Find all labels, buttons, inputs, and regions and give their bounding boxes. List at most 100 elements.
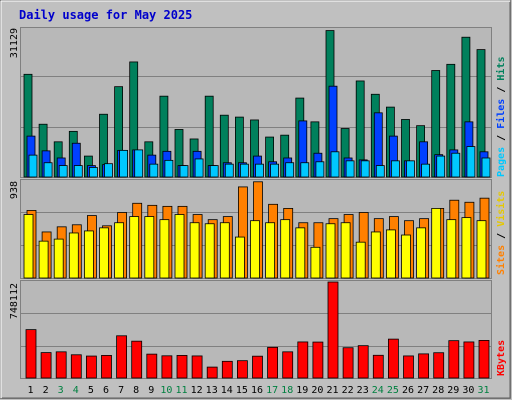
day-label: 12 [191,385,203,396]
pages-bar [58,165,68,178]
pages-bar [375,165,385,178]
pages-bar [436,155,446,178]
kbytes-bar [25,329,37,379]
pages-bar [270,163,280,178]
kbytes-bar [86,355,97,379]
kbytes-bar [357,345,369,379]
day-label: 10 [160,385,172,396]
day-label: 8 [133,385,139,396]
kbytes-bar [282,351,294,379]
legend-kbytes: KBytes [496,340,507,376]
kbytes-bar [146,353,158,379]
kbytes-bar [267,346,279,379]
hits-bar [204,95,214,178]
visits-bar [340,222,351,279]
pages-bar [451,152,461,178]
visits-bar [416,227,427,279]
day-label: 14 [221,385,233,396]
day-label: 6 [103,385,109,396]
bars-layer [23,30,491,379]
kbytes-bar [236,360,248,379]
pages-bar [421,163,431,178]
day-label: 27 [417,385,429,396]
kbytes-bar [297,341,309,379]
pages-bar [194,158,204,178]
legend-pages: Pages [496,147,507,177]
day-label: 7 [118,385,124,396]
day-label: 30 [462,385,474,396]
day-label: 9 [148,385,154,396]
day-label: 16 [251,385,263,396]
visits-bar [446,219,457,279]
day-label: 15 [236,385,248,396]
legend-hits: Hits [495,57,507,81]
day-label: 20 [311,385,323,396]
visits-bar [144,216,155,279]
visits-bar [355,241,366,279]
hits-files-pages-legend: Pages / Files / Hits [495,57,507,178]
day-label: 29 [447,385,459,396]
visits-bar [68,232,79,279]
day-label: 21 [326,385,338,396]
legend-sites: Sites [495,245,507,275]
pages-bar [104,163,113,178]
day-label: 19 [296,385,308,396]
pages-bar [134,149,144,178]
kbytes-bar [191,355,203,379]
day-label: 28 [432,385,444,396]
visits-bar [325,223,336,279]
pages-bar [43,162,53,178]
kbytes-bar [101,355,112,379]
sites-visits-legend: Sites / Visits [495,191,507,275]
day-label: 4 [73,385,79,396]
pages-bar [224,163,234,178]
visits-bar [476,220,487,279]
visits-bar [385,229,396,279]
visits-bar [250,220,260,279]
visits-bar [310,246,321,279]
visits-bar [204,223,215,279]
kbytes-bar [342,347,354,379]
visits-bar [189,222,200,279]
visits-bar [234,236,245,279]
kbytes-bar [478,340,490,379]
legend-separator: / [496,87,507,93]
pages-bar [285,162,295,178]
visits-bar [174,214,185,279]
day-labels: 1 2 3 4 5 6 7 8 9 10 11 12 13 14 15 16 17 18 19 20 21 22 23 24 2… [27,385,489,396]
kbytes-bar [70,354,82,379]
day-label: 22 [342,385,354,396]
visits-bar [370,231,381,279]
kbytes-bar [116,335,127,379]
kbytes-bar [131,340,143,379]
visits-bar [265,222,276,279]
kbytes-bar [448,340,460,379]
day-label: 23 [357,385,369,396]
day-label: 26 [402,385,414,396]
kbytes-bar [55,351,67,379]
kbytes-bar [206,366,218,379]
pages-bar [73,165,83,178]
visits-bar [280,219,291,279]
visits-bar [114,222,124,279]
visits-bar [23,214,34,279]
kbytes-bar [176,355,188,379]
pages-bar [406,160,415,178]
kbytes-bar [221,360,233,379]
kbytes-bar [327,281,339,379]
pages-bar [360,160,370,178]
kbytes-bar [40,352,52,379]
kbytes-axis-max-label: 748112 [9,283,20,319]
kbytes-bar [372,354,384,379]
pages-bar [119,149,128,178]
pages-bar [89,167,98,178]
kbytes-bar [418,353,430,379]
visits-bar [401,234,411,279]
pages-bar [466,146,476,178]
hits-axis-max-label: 31129 [9,28,20,58]
kbytes-bar [403,355,414,379]
pages-bar [179,165,189,178]
visits-bar [295,227,306,279]
pages-bar [164,159,174,178]
